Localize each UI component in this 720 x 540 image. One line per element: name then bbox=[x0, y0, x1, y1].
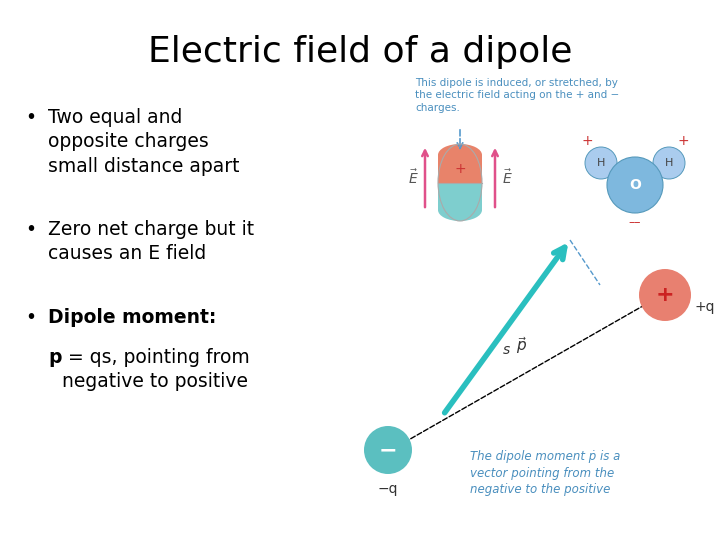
Text: O: O bbox=[629, 178, 641, 192]
Circle shape bbox=[364, 426, 412, 474]
Text: Dipole moment:: Dipole moment: bbox=[48, 308, 217, 327]
Text: −q: −q bbox=[378, 482, 398, 496]
Text: Two equal and
opposite charges
small distance apart: Two equal and opposite charges small dis… bbox=[48, 108, 240, 176]
Text: H: H bbox=[597, 158, 606, 168]
Text: H: H bbox=[665, 158, 673, 168]
Text: +: + bbox=[656, 285, 675, 305]
Text: $\vec{E}$: $\vec{E}$ bbox=[502, 168, 513, 187]
Text: Zero net charge but it
causes an E field: Zero net charge but it causes an E field bbox=[48, 220, 254, 263]
Text: +: + bbox=[581, 134, 593, 148]
Text: +: + bbox=[678, 134, 689, 148]
Circle shape bbox=[639, 269, 691, 321]
Text: +: + bbox=[454, 162, 466, 176]
Bar bbox=[438, 183, 482, 210]
Ellipse shape bbox=[438, 199, 482, 221]
Text: +q: +q bbox=[695, 300, 716, 314]
Ellipse shape bbox=[438, 144, 482, 166]
Text: = qs, pointing from
negative to positive: = qs, pointing from negative to positive bbox=[62, 348, 250, 392]
Text: p: p bbox=[48, 348, 61, 367]
Text: Electric field of a dipole: Electric field of a dipole bbox=[148, 35, 572, 69]
Text: The dipole moment ṗ is a
vector pointing from the
negative to the positive: The dipole moment ṗ is a vector pointing… bbox=[470, 450, 621, 496]
Text: s: s bbox=[503, 343, 510, 357]
Circle shape bbox=[585, 147, 617, 179]
Text: $\vec{p}$: $\vec{p}$ bbox=[516, 335, 527, 356]
Text: $\vec{E}$: $\vec{E}$ bbox=[408, 168, 418, 187]
Circle shape bbox=[607, 157, 663, 213]
Text: •: • bbox=[25, 220, 36, 239]
Text: ––: –– bbox=[629, 217, 642, 230]
Text: •: • bbox=[25, 308, 36, 327]
Circle shape bbox=[653, 147, 685, 179]
Text: −: − bbox=[379, 440, 397, 460]
Text: •: • bbox=[25, 108, 36, 127]
Bar bbox=[438, 155, 482, 183]
Text: This dipole is induced, or stretched, by
the electric field acting on the + and : This dipole is induced, or stretched, by… bbox=[415, 78, 619, 113]
